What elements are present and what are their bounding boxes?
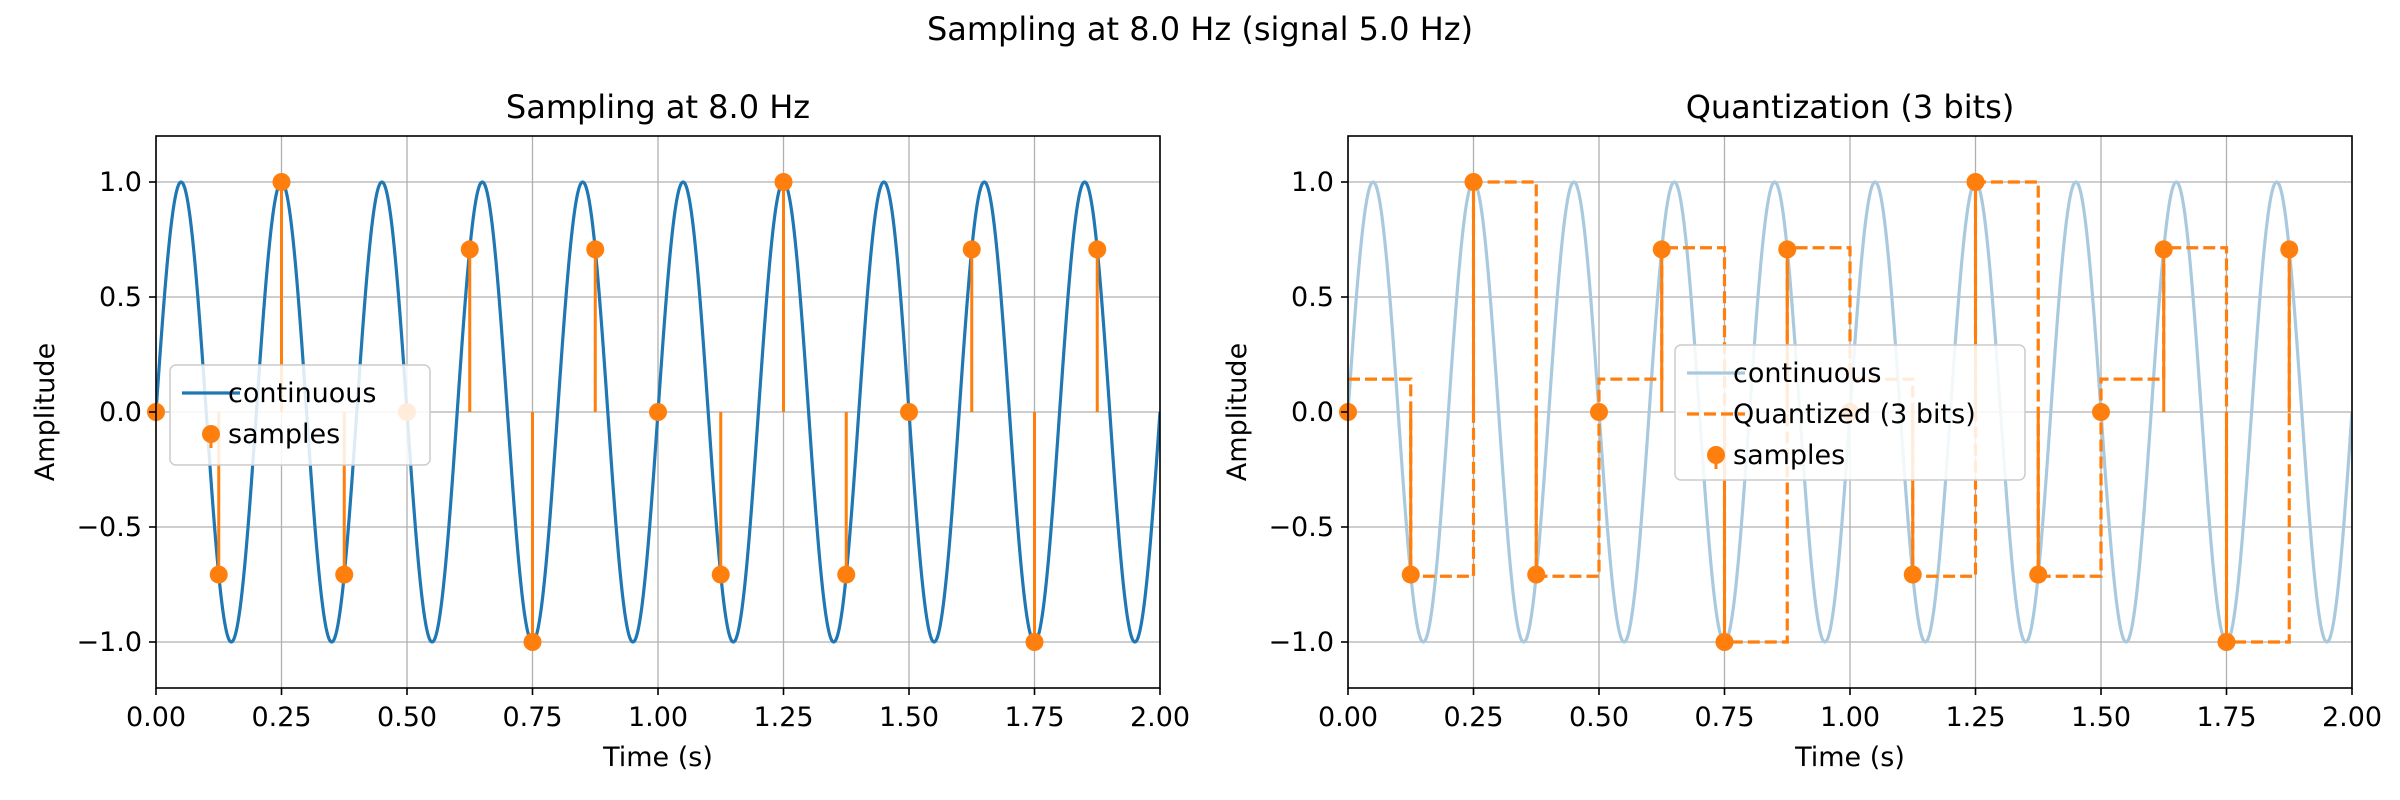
x-tick-label: 1.00 (1820, 702, 1880, 733)
sample-marker (586, 240, 605, 259)
y-tick-label: 0.5 (1291, 282, 1334, 313)
legend-quantized-label: Quantized (3 bits) (1733, 399, 1976, 430)
x-tick-label: 1.00 (628, 702, 688, 733)
sample-marker (2280, 240, 2299, 259)
sampling-chart: 0.00 0.25 0.50 0.75 1.00 1.25 1.50 1.75 2.00 1.0 0… (30, 88, 1190, 773)
y-tick-label: −0.5 (1268, 512, 1334, 543)
x-tick-label: 0.50 (377, 702, 437, 733)
y-axis-label: Amplitude (30, 343, 61, 481)
sample-marker (900, 403, 918, 421)
legend-samples-marker (202, 425, 220, 443)
x-tick-label: 1.50 (2071, 702, 2131, 733)
quantized-step-line (1348, 180, 2291, 644)
sample-marker (1025, 633, 1044, 651)
x-tick-label: 0.25 (1443, 702, 1503, 733)
legend-samples-label: samples (228, 419, 340, 450)
y-axis-label: Amplitude (1222, 343, 1253, 481)
y-tick-label: −0.5 (76, 512, 142, 543)
legend-samples-marker (1707, 446, 1725, 464)
sample-marker (1527, 565, 1546, 584)
legend-continuous-label: continuous (1733, 358, 1882, 389)
y-tick-label: 1.0 (99, 167, 142, 198)
x-axis-label: Time (s) (1794, 742, 1905, 773)
legend: continuous Quantized (3 bits) samples (1674, 344, 2026, 481)
sample-marker (2092, 403, 2110, 421)
sample-marker (962, 240, 981, 259)
x-tick-label: 2.00 (1130, 702, 1190, 733)
x-axis-label: Time (s) (602, 742, 713, 773)
legend-frame (1674, 344, 2026, 481)
x-tick-label: 0.00 (126, 702, 186, 733)
y-tick-label: 0.0 (1291, 397, 1334, 428)
sample-marker (1590, 403, 1608, 421)
quantization-chart: 0.00 0.25 0.50 0.75 1.00 1.25 1.50 1.75 2.00 1.0 0… (1222, 88, 2382, 773)
sample-marker (523, 633, 542, 651)
x-tick-label: 0.75 (502, 702, 562, 733)
sample-marker (711, 565, 730, 584)
sample-marker (1778, 240, 1797, 259)
sample-marker (209, 565, 228, 584)
legend-samples-label: samples (1733, 440, 1845, 471)
sample-marker (837, 565, 856, 584)
sample-marker (1088, 240, 1107, 259)
x-tick-label: 0.75 (1694, 702, 1754, 733)
legend-frame (169, 364, 431, 466)
x-tick-label: 1.75 (2196, 702, 2256, 733)
y-tick-label: 0.5 (99, 282, 142, 313)
y-tick-label: −1.0 (1268, 627, 1334, 658)
x-tick-label: 1.50 (879, 702, 939, 733)
legend-continuous-label: continuous (228, 378, 377, 409)
x-tick-label: 1.25 (753, 702, 813, 733)
sample-marker (460, 240, 479, 259)
x-tick-label: 0.25 (251, 702, 311, 733)
figure-suptitle: Sampling at 8.0 Hz (signal 5.0 Hz) (927, 10, 1473, 48)
y-tick-label: −1.0 (76, 627, 142, 658)
sample-marker (2217, 633, 2236, 651)
sample-marker (649, 403, 667, 421)
sample-marker (2029, 565, 2048, 584)
legend: continuous samples (169, 364, 431, 466)
sample-marker (1715, 633, 1734, 651)
sample-marker (335, 565, 354, 584)
y-tick-label: 0.0 (99, 397, 142, 428)
axes-title: Sampling at 8.0 Hz (506, 88, 810, 126)
axes-title: Quantization (3 bits) (1686, 88, 2015, 126)
x-tick-label: 2.00 (2322, 702, 2382, 733)
sample-marker (1401, 565, 1420, 584)
sample-marker (2154, 240, 2173, 259)
x-tick-label: 0.50 (1569, 702, 1629, 733)
sample-marker (272, 173, 291, 191)
x-tick-label: 1.25 (1945, 702, 2005, 733)
x-tick-label: 1.75 (1004, 702, 1064, 733)
sample-marker (1966, 173, 1985, 191)
sample-marker (774, 173, 793, 191)
x-tick-label: 0.00 (1318, 702, 1378, 733)
sample-marker (1652, 240, 1671, 259)
sample-marker (1903, 565, 1922, 584)
sample-marker (1464, 173, 1483, 191)
y-tick-label: 1.0 (1291, 167, 1334, 198)
